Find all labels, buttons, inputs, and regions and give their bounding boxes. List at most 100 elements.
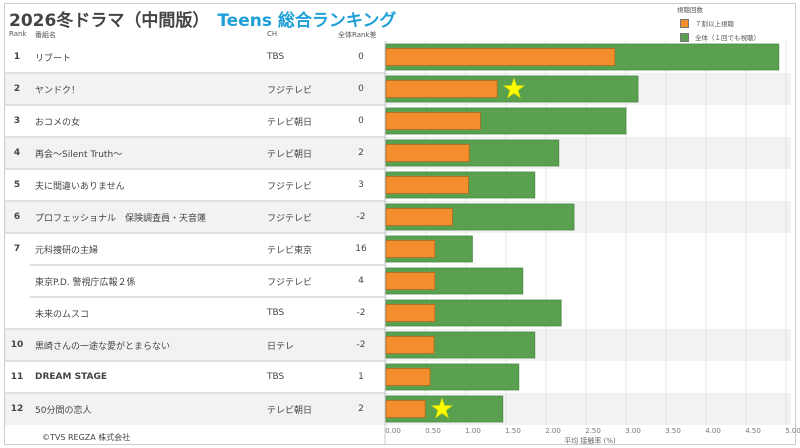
row-divider [30,296,385,298]
rank: 5 [13,180,21,190]
program-name: 50分間の恋人 [35,405,92,416]
table-row: 2 ヤンドク！ フジテレビ 0 [5,73,385,105]
channel: フジテレビ [267,277,313,288]
x-tick-label: 2.00 [545,427,561,435]
channel: TBS [267,52,285,62]
channel: テレビ朝日 [267,149,313,160]
legend-label: ７割以上視聴 [695,20,734,28]
table-row: 東京P.D. 警視庁広報２係 フジテレビ 4 [5,265,385,297]
legend-title: 視聴回数 [677,6,703,14]
title-main: 2026冬ドラマ（中間版） [9,11,210,31]
channel: フジテレビ [267,181,313,192]
program-name: ヤンドク！ [35,85,81,96]
x-tick-label: 1.00 [465,427,481,435]
channel: テレビ朝日 [267,405,313,416]
legend-item: ７割以上視聴 [680,18,760,28]
header-name: 番組名 [35,31,56,39]
table-row: 5 夫に間違いありません フジテレビ 3 [5,169,385,201]
header-diff: 全体Rank差 [338,31,377,39]
table-row: 4 再会～Silent Truth～ テレビ朝日 2 [5,137,385,169]
x-tick-label: 3.50 [665,427,681,435]
row-divider [5,72,385,74]
frame [4,3,796,445]
row-divider [5,232,385,234]
rank: 10 [10,340,24,350]
program-name: 元科捜研の主婦 [35,245,99,256]
row-divider [5,200,385,202]
bar-70pct [385,112,481,130]
channel: フジテレビ [267,85,313,96]
x-tick-label: 1.50 [505,427,521,435]
legend-label: 全体（１回でも視聴） [695,34,760,42]
channel: フジテレビ [267,213,313,224]
program-name: 夫に間違いありません [35,181,125,192]
rank: 7 [13,244,21,254]
bar-70pct [385,400,426,418]
rank-diff: -2 [356,308,366,318]
channel: TBS [267,308,285,318]
star-marker-icon [503,77,525,99]
x-tick-label: 0.00 [385,427,401,435]
title-accent: Teens 総合ランキング [217,11,397,31]
bar-70pct [385,272,436,290]
x-tick-label: 4.50 [745,427,761,435]
x-tick-label: 0.50 [425,427,441,435]
rank-diff: 2 [358,148,364,158]
x-tick-label: 5.00 [785,427,800,435]
rank-diff: 2 [358,404,364,414]
rank-diff: 0 [358,52,364,62]
rank-diff: 0 [358,116,364,126]
row-divider [5,328,385,330]
legend-item: 全体（１回でも視聴） [680,32,760,42]
program-name: 東京P.D. 警視庁広報２係 [35,277,136,288]
channel: 日テレ [267,341,295,352]
rank-diff: -2 [356,340,366,350]
rank-diff: 0 [358,84,364,94]
rank-diff: 16 [355,244,367,254]
star-marker-icon [431,397,453,419]
x-tick-label: 4.00 [705,427,721,435]
copyright: ©TVS REGZA 株式会社 [42,433,131,442]
bar-70pct [385,208,453,226]
table-row: 11 DREAM STAGE TBS 1 [5,361,385,393]
bar-70pct [385,240,436,258]
table-row: 未来のムスコ TBS -2 [5,297,385,329]
channel: TBS [267,372,285,382]
program-name: リブート [35,53,72,64]
bar-70pct [385,176,469,194]
x-tick-label: 2.50 [585,427,601,435]
legend-swatch [680,18,689,28]
x-axis-label: 平均 接触率 (%) [564,436,616,445]
row-divider [5,392,385,394]
header-ch: CH [267,30,278,38]
bar-70pct [385,80,498,98]
table-row: 7 元科捜研の主婦 テレビ東京 16 [5,233,385,265]
channel: テレビ東京 [267,245,313,256]
row-divider [30,264,385,266]
row-divider [5,168,385,170]
table-row: 3 おコメの女 テレビ朝日 0 [5,105,385,137]
bar-70pct [385,48,616,66]
x-tick-label: 3.00 [625,427,641,435]
row-divider [5,360,385,362]
program-name: 再会～Silent Truth～ [35,149,123,160]
rank: 11 [10,372,24,382]
program-name: DREAM STAGE [35,372,108,382]
program-name: おコメの女 [35,117,81,128]
bar-70pct [385,368,431,386]
program-name: 黒崎さんの一途な愛がとまらない [35,341,171,352]
table-row: 6 プロフェッショナル 保険調査員・天音蓮 フジテレビ -2 [5,201,385,233]
bar-70pct [385,144,470,162]
legend: 視聴回数 ７割以上視聴 全体（１回でも視聴） [677,4,760,42]
rank: 6 [13,212,21,222]
rank: 12 [10,404,24,414]
rank-diff: 3 [358,180,364,190]
table-row: 1 リブート TBS 0 [5,41,385,73]
table-row: 10 黒崎さんの一途な愛がとまらない 日テレ -2 [5,329,385,361]
bar-70pct [385,304,436,322]
program-name: 未来のムスコ [35,309,90,320]
row-divider [5,136,385,138]
rank: 3 [13,116,21,126]
program-name: プロフェッショナル 保険調査員・天音蓮 [35,213,207,224]
